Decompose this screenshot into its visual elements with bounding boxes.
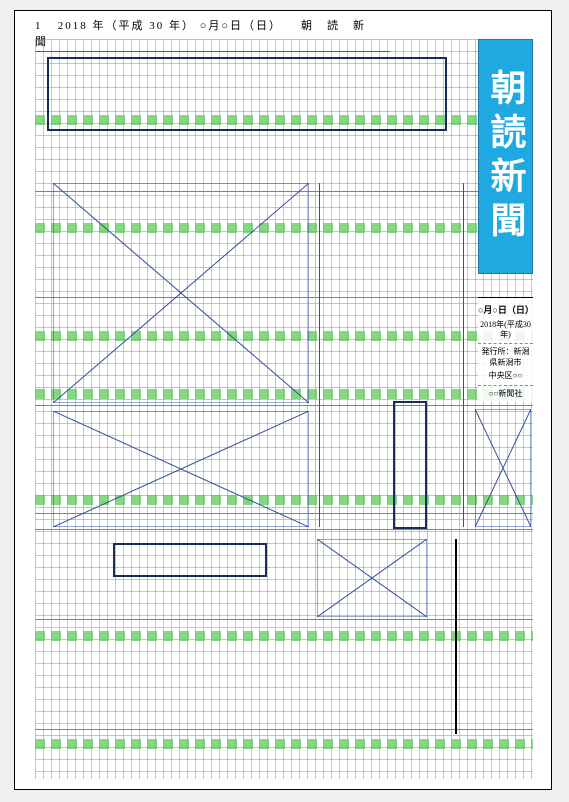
- grid-band: [35, 631, 533, 641]
- photo-slot-4: [317, 539, 427, 617]
- section-rule: [35, 529, 533, 530]
- info-date: ○月○日（日）: [478, 305, 533, 317]
- publication-info: ○月○日（日） 2018年(平成30年) 発行所：新潟県新潟市 中央区○○ ○○…: [478, 297, 533, 402]
- section-rule: [35, 729, 533, 730]
- photo-slot-1: [53, 183, 309, 403]
- section-rule: [35, 619, 533, 620]
- section-rule: [35, 405, 533, 406]
- small-title-box: [113, 543, 267, 577]
- info-publisher-2: 中央区○○: [478, 371, 533, 381]
- manuscript-grid: [35, 39, 533, 779]
- info-year: 2018年(平成30年): [478, 320, 533, 341]
- header-date: ○月○日（日）: [200, 20, 282, 32]
- info-company: ○○新聞社: [478, 389, 533, 399]
- headline-box: [47, 57, 447, 131]
- column-divider: [455, 539, 457, 734]
- column-line: [319, 183, 320, 527]
- header-year: 2018 年（平成 30 年）: [58, 20, 195, 32]
- info-publisher-1: 発行所：新潟県新潟市: [478, 347, 533, 368]
- photo-slot-3: [475, 409, 531, 527]
- column-line: [463, 183, 464, 527]
- sub-article-box: [393, 401, 427, 529]
- page: 1 2018 年（平成 30 年） ○月○日（日） 朝 読 新 聞 朝読新聞 ○…: [14, 10, 552, 790]
- masthead-title: 朝読新聞: [478, 39, 533, 274]
- photo-slot-2: [53, 411, 309, 527]
- content-area: 朝読新聞 ○月○日（日） 2018年(平成30年) 発行所：新潟県新潟市 中央区…: [35, 39, 533, 779]
- grid-band: [35, 739, 533, 749]
- page-number: 1: [35, 20, 53, 32]
